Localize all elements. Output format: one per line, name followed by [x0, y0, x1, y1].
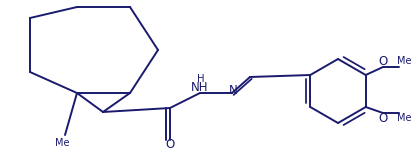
- Text: Me: Me: [55, 138, 69, 148]
- Text: H: H: [197, 74, 205, 84]
- Text: O: O: [378, 112, 388, 124]
- Text: Me: Me: [397, 56, 411, 66]
- Text: Me: Me: [397, 113, 411, 123]
- Text: N: N: [229, 84, 237, 96]
- Text: O: O: [166, 138, 175, 152]
- Text: O: O: [378, 55, 388, 67]
- Text: NH: NH: [191, 80, 209, 94]
